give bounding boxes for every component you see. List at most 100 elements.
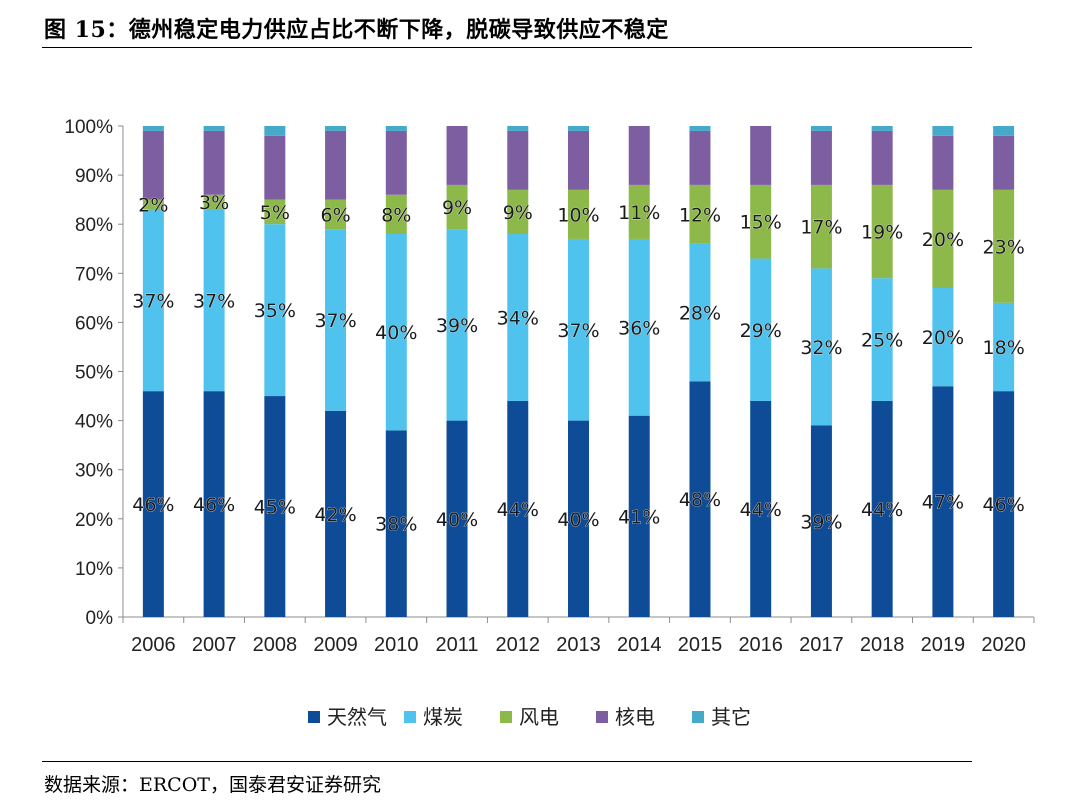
y-tick-label: 80% [75, 215, 113, 236]
bar-segment-天然气-2011 [446, 420, 468, 617]
bar-segment-煤炭-2014 [628, 238, 650, 416]
y-tick-label: 20% [75, 510, 113, 531]
bar-segment-煤炭-2009 [325, 229, 347, 411]
bar-segment-其它-2010 [385, 126, 407, 131]
data-label-煤炭: 39% [436, 315, 478, 337]
data-label-风电: 20% [922, 229, 964, 251]
bar-segment-煤炭-2015 [689, 243, 711, 382]
legend-swatch-其它 [692, 711, 704, 723]
legend-label-煤炭: 煤炭 [423, 705, 463, 729]
data-label-天然气: 40% [436, 509, 478, 531]
bar-segment-天然气-2008 [264, 396, 286, 617]
data-label-煤炭: 37% [193, 290, 235, 312]
y-tick-label: 40% [75, 412, 113, 433]
data-label-天然气: 46% [193, 494, 235, 516]
data-label-天然气: 46% [983, 494, 1025, 516]
bar-segment-煤炭-2010 [385, 234, 407, 431]
data-label-天然气: 45% [254, 497, 296, 519]
legend-swatch-核电 [596, 711, 608, 723]
bar-segment-风电-2015 [689, 184, 711, 244]
y-tick-label: 50% [75, 363, 113, 384]
source-rule [42, 761, 972, 762]
bar-segment-煤炭-2006 [142, 209, 164, 392]
bar-segment-其它-2018 [871, 126, 893, 131]
data-label-风电: 9% [442, 197, 472, 219]
data-label-煤炭: 35% [254, 300, 296, 322]
y-tick-label: 70% [75, 264, 113, 285]
data-label-天然气: 38% [375, 514, 417, 536]
data-label-天然气: 39% [800, 511, 842, 533]
data-label-风电: 12% [679, 204, 721, 226]
data-label-风电: 11% [618, 202, 660, 224]
bar-segment-核电-2010 [385, 130, 407, 195]
x-tick-label: 2014 [617, 634, 662, 656]
data-label-煤炭: 40% [375, 322, 417, 344]
bar-segment-天然气-2016 [750, 400, 772, 617]
bar-segment-风电-2014 [628, 184, 650, 239]
legend-swatch-风电 [500, 711, 512, 723]
data-label-煤炭: 36% [618, 317, 660, 339]
bar-segment-天然气-2007 [203, 391, 225, 617]
data-label-煤炭: 29% [740, 320, 782, 342]
data-label-天然气: 46% [132, 494, 174, 516]
bar-segment-其它-2008 [264, 126, 286, 136]
bar-segment-风电-2020 [993, 189, 1015, 303]
bar-segment-核电-2017 [810, 130, 832, 185]
bar-segment-煤炭-2019 [932, 288, 954, 387]
bar-segment-煤炭-2008 [264, 224, 286, 397]
bar-segment-核电-2013 [568, 130, 589, 190]
data-label-风电: 9% [503, 202, 533, 224]
legend-label-天然气: 天然气 [327, 705, 387, 729]
bar-segment-煤炭-2020 [993, 302, 1015, 392]
legend-label-风电: 风电 [519, 705, 559, 729]
x-tick-label: 2013 [556, 634, 601, 656]
data-label-风电: 10% [557, 204, 599, 226]
bar-segment-其它-2013 [568, 126, 589, 131]
bar-segment-核电-2016 [750, 126, 772, 185]
bar-segment-天然气-2010 [385, 430, 407, 617]
x-tick-label: 2016 [738, 634, 783, 656]
y-tick-label: 10% [75, 559, 113, 580]
x-tick-label: 2007 [192, 634, 237, 656]
data-label-天然气: 44% [497, 499, 539, 521]
bar-segment-天然气-2009 [325, 410, 347, 617]
data-label-风电: 2% [138, 195, 168, 217]
data-label-风电: 17% [800, 217, 842, 239]
bar-segment-天然气-2018 [871, 400, 893, 617]
bar-segment-风电-2017 [810, 184, 832, 269]
bar-segment-核电-2015 [689, 130, 711, 185]
x-tick-label: 2012 [496, 634, 541, 656]
bar-segment-天然气-2014 [628, 415, 650, 617]
data-label-风电: 6% [320, 204, 350, 226]
data-label-煤炭: 34% [497, 307, 539, 329]
bar-segment-核电-2018 [871, 130, 893, 185]
data-label-煤炭: 28% [679, 303, 721, 325]
bar-segment-核电-2019 [932, 135, 954, 190]
data-label-天然气: 40% [557, 509, 599, 531]
bar-segment-其它-2009 [325, 126, 347, 131]
bar-segment-天然气-2017 [810, 425, 832, 617]
bar-segment-天然气-2013 [568, 420, 589, 617]
bar-segment-天然气-2012 [507, 400, 529, 617]
stacked-bar-chart: 0% 10% 20% 30% 40% 50% 60% 70% 80% 90% 100% 2006 200… [64, 117, 1035, 729]
y-tick-label: 0% [86, 608, 114, 629]
bar-segment-其它-2012 [507, 126, 529, 131]
bar-segment-其它-2007 [203, 126, 225, 131]
x-tick-label: 2006 [131, 634, 176, 656]
bar-segment-风电-2010 [385, 194, 407, 235]
legend-swatch-天然气 [308, 711, 320, 723]
y-tick-label: 90% [75, 166, 113, 187]
data-label-煤炭: 37% [557, 320, 599, 342]
data-label-天然气: 44% [740, 499, 782, 521]
bar-segment-其它-2015 [689, 126, 711, 131]
legend-swatch-煤炭 [404, 711, 416, 723]
figure-title: 图 15：德州稳定电力供应占比不断下降，脱碳导致供应不稳定 [44, 17, 669, 43]
data-label-风电: 15% [740, 212, 782, 234]
bar-segment-风电-2016 [750, 184, 772, 259]
x-tick-label: 2008 [253, 634, 298, 656]
data-label-风电: 8% [381, 204, 411, 226]
bar-segment-风电-2008 [264, 199, 286, 225]
bar-segment-其它-2006 [142, 126, 164, 131]
bar-segment-风电-2019 [932, 189, 954, 289]
bar-segment-风电-2018 [871, 184, 893, 279]
